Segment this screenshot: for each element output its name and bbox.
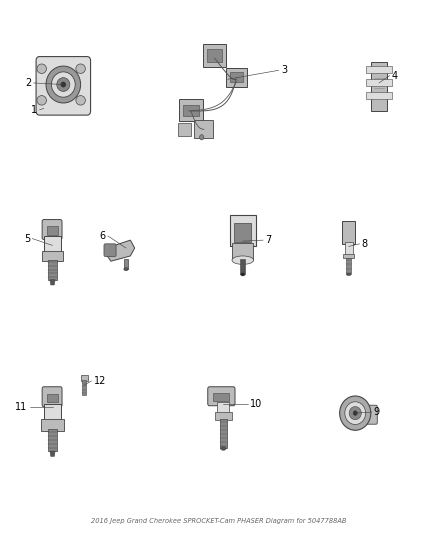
- Ellipse shape: [57, 78, 70, 91]
- FancyBboxPatch shape: [366, 66, 392, 73]
- Ellipse shape: [51, 72, 75, 97]
- FancyBboxPatch shape: [179, 99, 202, 122]
- Ellipse shape: [124, 268, 128, 271]
- FancyBboxPatch shape: [48, 260, 57, 280]
- Text: 3: 3: [281, 65, 287, 75]
- Text: 7: 7: [265, 235, 272, 245]
- Text: 10: 10: [250, 399, 262, 409]
- Text: 9: 9: [374, 407, 380, 417]
- FancyBboxPatch shape: [371, 62, 387, 111]
- FancyBboxPatch shape: [345, 241, 353, 255]
- FancyBboxPatch shape: [207, 49, 223, 62]
- FancyBboxPatch shape: [178, 123, 191, 136]
- FancyBboxPatch shape: [81, 375, 88, 382]
- Ellipse shape: [76, 95, 85, 105]
- FancyBboxPatch shape: [42, 387, 62, 407]
- FancyBboxPatch shape: [208, 387, 235, 406]
- Polygon shape: [38, 102, 49, 114]
- FancyBboxPatch shape: [230, 72, 243, 83]
- FancyBboxPatch shape: [343, 254, 354, 258]
- Ellipse shape: [339, 396, 371, 430]
- Text: 5: 5: [24, 233, 30, 244]
- Ellipse shape: [200, 135, 204, 140]
- Ellipse shape: [346, 273, 351, 276]
- Ellipse shape: [37, 64, 46, 74]
- FancyBboxPatch shape: [124, 259, 128, 269]
- Ellipse shape: [232, 256, 254, 264]
- Ellipse shape: [349, 407, 361, 419]
- Polygon shape: [50, 451, 55, 456]
- FancyBboxPatch shape: [220, 419, 227, 448]
- Text: 2016 Jeep Grand Cherokee SPROCKET-Cam PHASER Diagram for 5047788AB: 2016 Jeep Grand Cherokee SPROCKET-Cam PH…: [91, 518, 347, 524]
- FancyBboxPatch shape: [217, 401, 230, 415]
- Polygon shape: [50, 280, 55, 285]
- FancyBboxPatch shape: [82, 380, 86, 394]
- Ellipse shape: [220, 447, 226, 450]
- FancyBboxPatch shape: [41, 419, 64, 431]
- Ellipse shape: [42, 106, 46, 111]
- FancyBboxPatch shape: [44, 237, 61, 254]
- FancyBboxPatch shape: [42, 220, 62, 240]
- Ellipse shape: [61, 82, 66, 87]
- FancyBboxPatch shape: [47, 227, 58, 235]
- FancyBboxPatch shape: [342, 221, 355, 244]
- FancyBboxPatch shape: [42, 251, 63, 261]
- FancyBboxPatch shape: [366, 92, 392, 99]
- FancyBboxPatch shape: [215, 411, 232, 420]
- Text: 2: 2: [25, 78, 32, 88]
- Text: 11: 11: [15, 402, 28, 413]
- FancyBboxPatch shape: [240, 259, 245, 274]
- FancyBboxPatch shape: [213, 393, 230, 401]
- FancyBboxPatch shape: [183, 104, 199, 116]
- Text: 4: 4: [392, 70, 398, 80]
- Text: 6: 6: [99, 231, 106, 241]
- Polygon shape: [106, 240, 134, 261]
- Ellipse shape: [345, 402, 366, 424]
- FancyBboxPatch shape: [203, 44, 226, 67]
- FancyBboxPatch shape: [47, 393, 58, 402]
- Ellipse shape: [46, 66, 81, 103]
- FancyBboxPatch shape: [104, 244, 116, 256]
- Ellipse shape: [353, 411, 357, 416]
- Text: 12: 12: [94, 376, 106, 386]
- Text: 8: 8: [362, 239, 368, 249]
- FancyBboxPatch shape: [230, 215, 256, 246]
- FancyBboxPatch shape: [194, 120, 213, 138]
- FancyBboxPatch shape: [234, 223, 251, 241]
- FancyBboxPatch shape: [346, 257, 351, 274]
- Ellipse shape: [240, 273, 245, 276]
- Ellipse shape: [76, 64, 85, 74]
- FancyBboxPatch shape: [366, 79, 392, 86]
- FancyBboxPatch shape: [233, 243, 253, 260]
- Text: 1: 1: [31, 105, 37, 115]
- FancyBboxPatch shape: [44, 403, 61, 423]
- FancyBboxPatch shape: [226, 68, 247, 87]
- FancyBboxPatch shape: [48, 429, 57, 451]
- FancyBboxPatch shape: [362, 405, 377, 424]
- Ellipse shape: [37, 95, 46, 105]
- FancyBboxPatch shape: [36, 56, 91, 115]
